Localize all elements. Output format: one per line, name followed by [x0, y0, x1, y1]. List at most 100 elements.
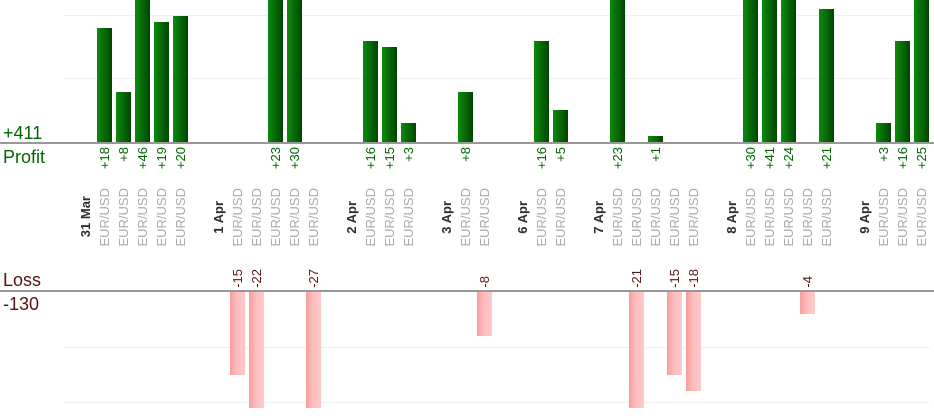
date-label-text: 31 Mar — [78, 196, 93, 238]
profit-bar — [382, 47, 397, 142]
loss-value-label-text: -27 — [306, 269, 321, 288]
loss-value-label: -18 — [685, 246, 703, 288]
profit-bar — [610, 0, 625, 142]
symbol-label-text: EUR/USD — [154, 187, 169, 247]
profit-value-label-text: +16 — [534, 147, 549, 170]
profit-value-label-text: +3 — [876, 147, 891, 162]
profit-gridline — [63, 14, 930, 16]
loss-axis-label: Loss — [3, 270, 42, 290]
profit-value-label-text: +41 — [762, 147, 777, 170]
symbol-label-text: EUR/USD — [173, 187, 188, 247]
symbol-label: EUR/USD — [609, 184, 627, 250]
date-label: 3 Apr — [438, 184, 456, 250]
symbol-label-text: EUR/USD — [800, 187, 815, 247]
profit-baseline — [0, 142, 934, 144]
loss-value-label: -15 — [229, 246, 247, 288]
loss-gridline — [63, 347, 930, 349]
profit-bar — [97, 28, 112, 142]
profit-value-label: +30 — [286, 147, 304, 191]
profit-value-label: +16 — [362, 147, 380, 191]
symbol-label-text: EUR/USD — [819, 187, 834, 247]
symbol-label: EUR/USD — [799, 184, 817, 250]
symbol-label: EUR/USD — [913, 184, 931, 250]
loss-bar — [686, 292, 701, 392]
profit-bar — [895, 41, 910, 142]
profit-value-label-text: +23 — [610, 147, 625, 170]
profit-gridline — [63, 77, 930, 79]
loss-value-label: -27 — [305, 246, 323, 288]
symbol-label: EUR/USD — [476, 184, 494, 250]
profit-bar — [534, 41, 549, 142]
profit-value-label: +30 — [742, 147, 760, 191]
loss-value-label-text: -15 — [230, 269, 245, 288]
profit-value-label: +23 — [267, 147, 285, 191]
profit-value-label-text: +1 — [648, 147, 663, 162]
symbol-label-text: EUR/USD — [762, 187, 777, 247]
symbol-label: EUR/USD — [153, 184, 171, 250]
date-label: 6 Apr — [514, 184, 532, 250]
profit-bar — [914, 0, 929, 142]
symbol-label-text: EUR/USD — [268, 187, 283, 247]
symbol-label-text: EUR/USD — [553, 187, 568, 247]
symbol-label: EUR/USD — [761, 184, 779, 250]
symbol-label-text: EUR/USD — [97, 187, 112, 247]
symbol-label-text: EUR/USD — [401, 187, 416, 247]
profit-value-label-text: +20 — [173, 147, 188, 170]
date-label: 2 Apr — [343, 184, 361, 250]
profit-value-label: +24 — [780, 147, 798, 191]
profit-value-label: +16 — [533, 147, 551, 191]
symbol-label-text: EUR/USD — [306, 187, 321, 247]
symbol-label: EUR/USD — [685, 184, 703, 250]
date-label: 1 Apr — [210, 184, 228, 250]
profit-value-label: +8 — [115, 147, 133, 191]
symbol-label: EUR/USD — [115, 184, 133, 250]
profit-value-label-text: +25 — [914, 147, 929, 170]
profit-bar — [819, 9, 834, 142]
symbol-label-text: EUR/USD — [363, 187, 378, 247]
date-label-text: 8 Apr — [724, 200, 739, 234]
symbol-label-text: EUR/USD — [287, 187, 302, 247]
profit-value-label: +16 — [894, 147, 912, 191]
symbol-label-text: EUR/USD — [629, 187, 644, 247]
symbol-label: EUR/USD — [628, 184, 646, 250]
date-label-text: 1 Apr — [211, 200, 226, 234]
profit-value-label: +25 — [913, 147, 931, 191]
date-label: 31 Mar — [77, 184, 95, 250]
loss-bar — [230, 292, 245, 375]
symbol-label: EUR/USD — [647, 184, 665, 250]
loss-baseline — [0, 290, 934, 292]
symbol-label: EUR/USD — [894, 184, 912, 250]
profit-value-label-text: +19 — [154, 147, 169, 170]
loss-value-label: -21 — [628, 246, 646, 288]
profit-value-label-text: +16 — [895, 147, 910, 170]
profit-value-label: +18 — [96, 147, 114, 191]
profit-bar — [743, 0, 758, 142]
profit-value-label: +3 — [400, 147, 418, 191]
symbol-label: EUR/USD — [305, 184, 323, 250]
loss-bar — [800, 292, 815, 315]
loss-value-label: -22 — [248, 246, 266, 288]
symbol-label: EUR/USD — [666, 184, 684, 250]
profit-bar — [648, 135, 663, 142]
loss-bar — [667, 292, 682, 375]
symbol-label-text: EUR/USD — [534, 187, 549, 247]
profit-value-label: +23 — [609, 147, 627, 191]
profit-value-label-text: +16 — [363, 147, 378, 170]
loss-total-label: -130 — [3, 294, 40, 314]
profit-plot-area — [0, 0, 934, 142]
loss-value-label-text: -15 — [667, 269, 682, 288]
profit-value-label: +19 — [153, 147, 171, 191]
symbol-label: EUR/USD — [381, 184, 399, 250]
date-label-text: 6 Apr — [515, 200, 530, 234]
profit-value-label-text: +15 — [382, 147, 397, 170]
symbol-label: EUR/USD — [875, 184, 893, 250]
symbol-label-text: EUR/USD — [135, 187, 150, 247]
profit-bar — [401, 123, 416, 142]
loss-value-label: -4 — [799, 246, 817, 288]
loss-value-label: -8 — [476, 246, 494, 288]
symbol-label-text: EUR/USD — [382, 187, 397, 247]
symbol-label-text: EUR/USD — [116, 187, 131, 247]
symbol-label: EUR/USD — [533, 184, 551, 250]
profit-axis-label: Profit — [3, 147, 46, 167]
loss-value-label: -15 — [666, 246, 684, 288]
